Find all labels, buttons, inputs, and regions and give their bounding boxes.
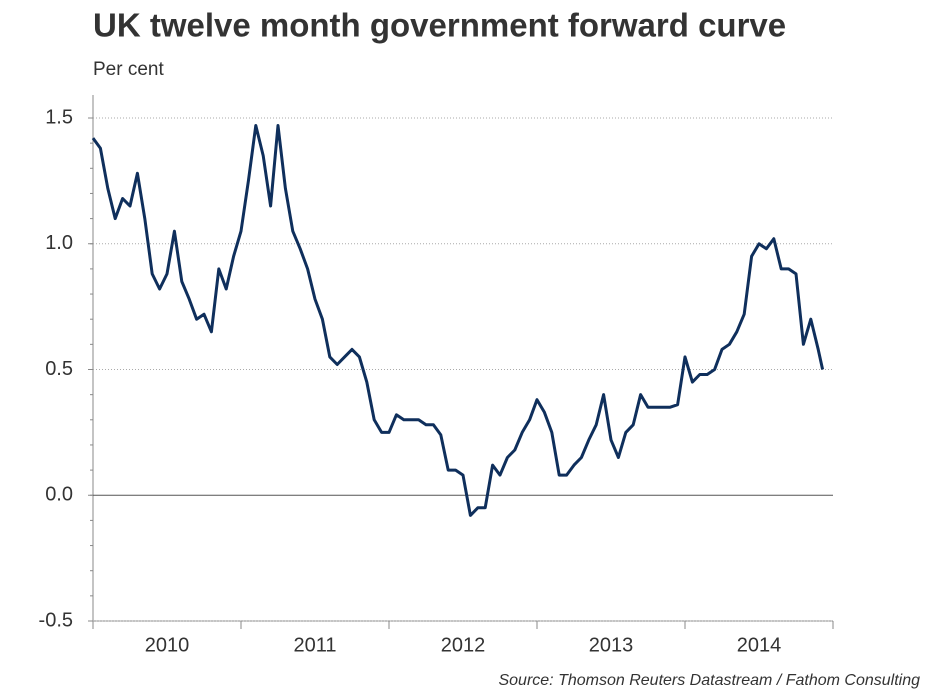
y-tick-label: 0.5	[45, 358, 73, 380]
y-tick-label: 1.0	[45, 232, 73, 254]
chart-title: UK twelve month government forward curve	[93, 7, 786, 44]
y-tick-label: -0.5	[39, 609, 73, 631]
chart-subtitle: Per cent	[93, 59, 164, 80]
x-tick-label: 2013	[589, 634, 634, 656]
x-tick-label: 2011	[293, 634, 336, 656]
x-tick-label: 2012	[441, 634, 486, 656]
source-note: Source: Thomson Reuters Datastream / Fat…	[498, 672, 920, 689]
x-tick-label: 2014	[737, 634, 782, 656]
y-tick-label: 1.5	[45, 106, 73, 128]
y-tick-label: 0.0	[45, 484, 73, 506]
data-line	[91, 124, 825, 517]
x-tick-label: 2010	[145, 634, 190, 656]
